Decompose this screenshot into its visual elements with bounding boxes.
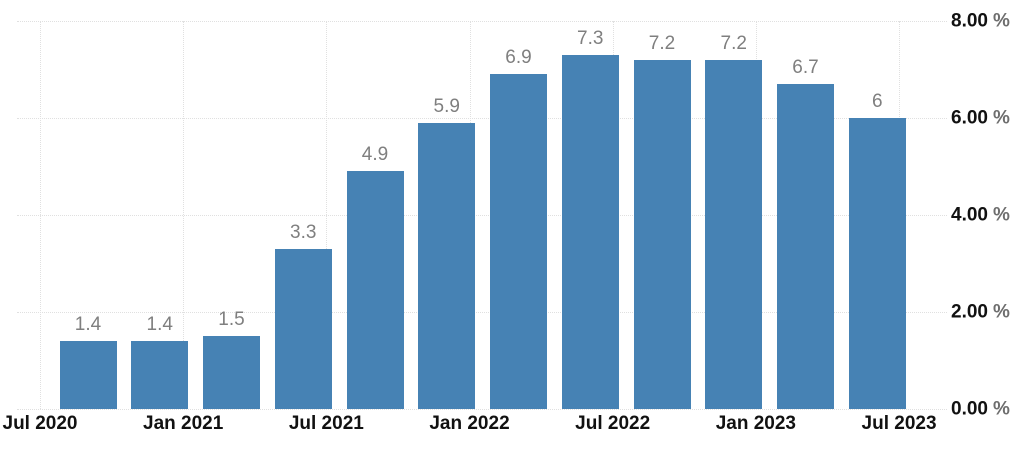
x-tick-label: Jul 2022 — [575, 413, 651, 434]
x-tick-label: Jan 2022 — [429, 413, 510, 434]
bar[interactable] — [131, 341, 189, 409]
bar-value-label: 6.7 — [792, 57, 819, 79]
y-tick-number: 8.00 — [951, 10, 988, 32]
v-gridline — [40, 21, 41, 409]
bar-value-label: 7.2 — [648, 32, 676, 54]
percent-sign: % — [992, 301, 1010, 323]
x-tick-label: Jul 2021 — [288, 413, 364, 434]
bar-value-label: 6.9 — [505, 47, 532, 69]
y-tick-number: 4.00 — [951, 204, 988, 226]
y-tick-label: 0.00% — [951, 400, 1010, 419]
x-tick-label: Jan 2023 — [715, 413, 796, 434]
bar-value-label: 1.4 — [74, 314, 102, 336]
h-gridline — [17, 21, 947, 22]
h-gridline — [17, 409, 947, 410]
bar-value-label: 5.9 — [433, 95, 460, 117]
bar[interactable] — [777, 84, 834, 409]
bar[interactable] — [490, 74, 547, 409]
bar-value-label: 1.5 — [218, 309, 245, 331]
y-tick-label: 4.00% — [951, 206, 1010, 225]
bar[interactable] — [203, 336, 260, 409]
x-tick-label: Jul 2023 — [861, 413, 937, 434]
bar[interactable] — [848, 118, 906, 409]
bar-value-label: 6 — [871, 91, 883, 112]
percent-sign: % — [992, 398, 1010, 420]
y-tick-number: 6.00 — [951, 107, 988, 129]
percent-sign: % — [992, 204, 1010, 226]
bar[interactable] — [633, 59, 691, 409]
y-tick-label: 6.00% — [951, 109, 1010, 128]
bar[interactable] — [346, 171, 404, 409]
bar-value-label: 1.4 — [146, 314, 173, 336]
bar[interactable] — [418, 122, 476, 409]
percent-sign: % — [992, 107, 1010, 129]
v-gridline — [183, 21, 185, 409]
bar[interactable] — [59, 341, 117, 409]
h-gridline — [17, 118, 947, 119]
bar[interactable] — [561, 54, 619, 409]
bar[interactable] — [705, 59, 763, 409]
v-gridline — [326, 21, 328, 409]
x-tick-label: Jan 2021 — [143, 413, 224, 434]
bar-value-label: 7.3 — [577, 27, 604, 49]
bar-value-label: 7.2 — [720, 32, 747, 54]
h-gridline — [17, 312, 947, 313]
x-tick-label: Jul 2020 — [2, 413, 78, 434]
bar-value-label: 4.9 — [361, 144, 389, 166]
y-tick-number: 2.00 — [951, 301, 988, 323]
y-tick-number: 0.00 — [951, 398, 988, 420]
y-tick-label: 2.00% — [951, 303, 1010, 322]
bar[interactable] — [274, 248, 332, 409]
h-gridline — [17, 215, 947, 216]
bar-value-label: 3.3 — [290, 221, 317, 243]
percent-sign: % — [992, 10, 1010, 32]
y-tick-label: 8.00% — [951, 12, 1010, 31]
